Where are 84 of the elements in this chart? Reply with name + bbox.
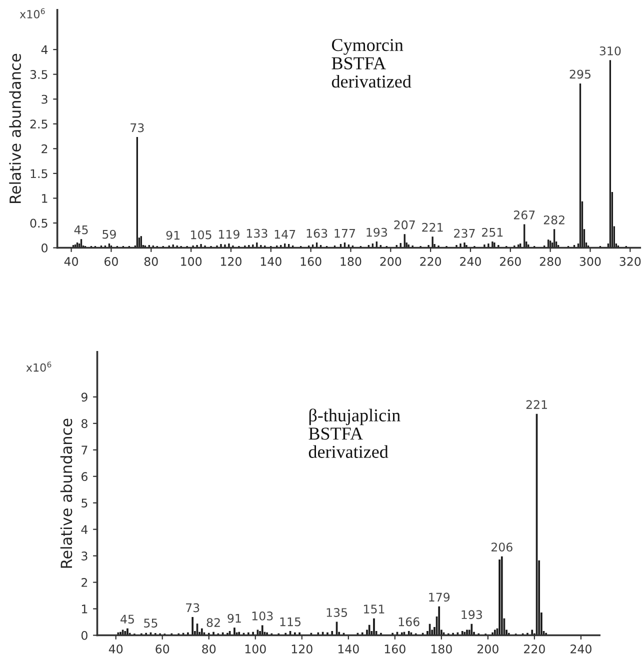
- annotation: 179: [429, 592, 450, 602]
- annotation: 206: [491, 542, 512, 552]
- y-axis-title: Relative abundance: [9, 54, 21, 204]
- annotation: 59: [102, 230, 116, 239]
- y-tick-label: 2: [42, 144, 48, 154]
- text: x10$^{6}$: [20, 8, 45, 18]
- annotation: 267: [514, 210, 535, 220]
- y-tick-label: 3.5: [30, 70, 48, 79]
- annotation: 151: [364, 604, 384, 614]
- x-tick-label: 180: [431, 644, 452, 654]
- y-axis-title: Relative abundance: [60, 418, 72, 568]
- y-tick-label: 4: [81, 525, 88, 534]
- x-tick-label: 140: [260, 257, 282, 266]
- annotation: 133: [246, 228, 268, 238]
- x-tick-label: 80: [144, 257, 158, 266]
- annotation: 45: [120, 614, 134, 624]
- annotation: 135: [326, 608, 348, 617]
- x-tick-label: 160: [300, 257, 322, 266]
- annotation: 105: [191, 230, 212, 240]
- annotation: 91: [166, 230, 180, 240]
- x-tick-label: 100: [181, 257, 202, 266]
- annotation: 207: [394, 220, 415, 230]
- x-tick-label: 60: [156, 644, 170, 654]
- annotation: 82: [206, 618, 220, 628]
- y-tick-label: 0.5: [30, 218, 48, 228]
- x-tick-label: 40: [108, 644, 123, 654]
- x-tick-label: 200: [380, 257, 402, 266]
- y-tick-label: 1.5: [30, 169, 48, 178]
- annotation: 177: [334, 228, 355, 238]
- y-tick-label: 0: [81, 631, 88, 640]
- annotation: 221: [526, 400, 547, 409]
- annotation: 115: [280, 617, 300, 626]
- y-tick-label: 9: [81, 392, 88, 402]
- annotation: 91: [228, 614, 241, 623]
- y-tick-label: 3: [42, 94, 48, 104]
- x-tick-label: 160: [384, 644, 406, 654]
- x-tick-label: 240: [570, 644, 592, 654]
- x-tick-label: 300: [580, 257, 601, 266]
- x-tick-label: 100: [245, 644, 266, 654]
- y-tick-label: 6: [82, 472, 88, 482]
- annotation: 193: [462, 610, 482, 620]
- annotation: Cymorcin BSTFA derivatized: [332, 38, 412, 88]
- text: x10$^{6}$: [26, 362, 52, 372]
- annotation: 221: [422, 222, 443, 232]
- annotation: 282: [544, 215, 564, 224]
- x-tick-label: 120: [220, 257, 242, 266]
- annotation: 147: [274, 230, 296, 239]
- annotation: 251: [482, 228, 503, 237]
- annotation: 310: [600, 46, 621, 56]
- x-tick-label: 80: [202, 644, 216, 654]
- annotation: 73: [130, 123, 144, 132]
- x-tick-label: 280: [540, 257, 561, 266]
- annotation: 237: [454, 228, 475, 238]
- annotation: 166: [398, 617, 420, 626]
- x-tick-label: 200: [478, 644, 498, 654]
- x-tick-label: 220: [420, 257, 442, 266]
- annotation: 119: [219, 230, 240, 239]
- annotation: 163: [306, 228, 328, 238]
- x-tick-label: 240: [460, 257, 481, 266]
- x-tick-label: 120: [292, 644, 312, 654]
- y-tick-label: 4: [41, 45, 48, 54]
- annotation: 45: [74, 226, 88, 234]
- x-tick-label: 320: [620, 257, 641, 266]
- x-tick-label: 140: [338, 644, 359, 654]
- x-tick-label: 260: [500, 257, 521, 266]
- y-tick-label: 1: [82, 604, 88, 614]
- annotation: β-thujaplicin BSTFA derivatized: [308, 408, 400, 458]
- y-tick-label: 8: [82, 419, 88, 428]
- annotation: 193: [366, 228, 387, 237]
- y-tick-label: 0: [42, 244, 48, 252]
- annotation: 73: [186, 603, 200, 612]
- x-tick-label: 60: [104, 257, 118, 266]
- annotation: 295: [570, 70, 590, 79]
- y-tick-label: 2.5: [30, 120, 48, 129]
- y-tick-label: 2: [82, 578, 88, 587]
- y-tick-label: 3: [82, 552, 88, 560]
- y-tick-label: 5: [82, 498, 88, 508]
- x-tick-label: 220: [524, 644, 545, 654]
- y-tick-label: 7: [82, 446, 88, 454]
- annotation: 55: [144, 618, 158, 628]
- x-tick-label: 40: [64, 257, 78, 266]
- x-tick-label: 180: [340, 257, 362, 266]
- annotation: 103: [252, 611, 273, 620]
- y-tick-label: 1: [42, 194, 48, 203]
